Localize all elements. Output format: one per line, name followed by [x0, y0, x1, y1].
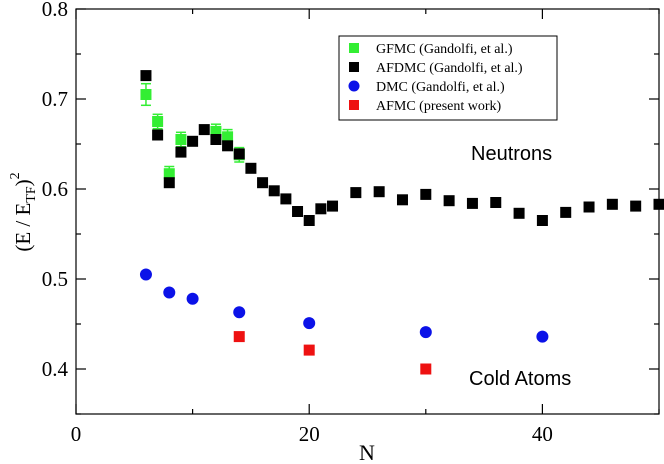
- series-3: [233, 331, 432, 375]
- data-point: [268, 185, 280, 197]
- series-2: [139, 268, 549, 343]
- data-point: [513, 207, 525, 219]
- data-point: [139, 268, 152, 281]
- data-point: [653, 198, 664, 210]
- data-point: [396, 194, 408, 206]
- data-point: [303, 317, 316, 330]
- y-tick-label: 0.6: [42, 177, 68, 201]
- legend: GFMC (Gandolfi, et al.) AFDMC (Gandolfi, …: [338, 35, 558, 121]
- x-axis-label: N: [359, 440, 375, 464]
- legend-label: DMC (Gandolfi, et al.): [376, 80, 505, 95]
- data-marks: [139, 70, 664, 375]
- y-label-close: ): [11, 179, 35, 186]
- data-point: [152, 116, 164, 127]
- data-point: [630, 200, 642, 212]
- plot-frame: [75, 8, 660, 415]
- data-point: [490, 197, 502, 208]
- data-point: [198, 124, 210, 136]
- data-point: [163, 168, 175, 180]
- x-tick-label: 0: [71, 422, 82, 446]
- x-tick-label: 40: [532, 422, 553, 446]
- legend-marker: [348, 80, 360, 92]
- data-point: [420, 188, 432, 200]
- data-point: [292, 206, 304, 217]
- y-label-open: (E / E: [11, 203, 35, 252]
- axes: 0 20 40 0.4 0.5 0.6 0.7 0.8: [42, 0, 660, 446]
- data-point: [140, 70, 152, 82]
- data-point: [560, 206, 572, 218]
- data-point: [233, 331, 245, 343]
- data-point: [187, 135, 199, 147]
- data-point: [583, 201, 595, 213]
- data-point: [315, 203, 327, 215]
- y-tick-label: 0.4: [42, 357, 69, 381]
- data-point: [420, 363, 432, 375]
- series-1: [140, 70, 664, 226]
- data-point: [163, 177, 175, 189]
- data-point: [536, 330, 549, 343]
- data-point: [175, 146, 187, 158]
- legend-label: AFDMC (Gandolfi, et al.): [376, 61, 523, 76]
- legend-box: [338, 35, 558, 121]
- y-tick-label: 0.8: [42, 0, 68, 21]
- data-point: [303, 344, 315, 356]
- y-axis-label: (E / ETF)2: [8, 172, 39, 251]
- data-point: [245, 162, 257, 174]
- data-point: [152, 129, 164, 141]
- data-point: [186, 292, 199, 305]
- data-point: [466, 197, 478, 209]
- legend-marker: [349, 100, 359, 110]
- data-point: [373, 186, 385, 198]
- data-point: [210, 134, 222, 145]
- data-point: [419, 326, 432, 339]
- annotation-cold-atoms: Cold Atoms: [469, 368, 571, 390]
- data-point: [210, 125, 222, 137]
- data-point: [222, 131, 234, 143]
- data-point: [140, 89, 152, 100]
- y-tick-label: 0.7: [42, 87, 68, 111]
- data-point: [280, 193, 292, 205]
- legend-label: GFMC (Gandolfi, et al.): [376, 42, 513, 57]
- data-point: [163, 286, 176, 299]
- data-point: [222, 140, 234, 152]
- data-point: [443, 195, 455, 207]
- data-point: [233, 306, 246, 319]
- annotation-neutrons: Neutrons: [471, 143, 552, 165]
- legend-marker: [349, 43, 359, 53]
- x-tick-label: 20: [299, 422, 320, 446]
- y-label-sub: TF: [24, 186, 39, 203]
- data-point: [175, 134, 187, 145]
- data-point: [303, 215, 315, 226]
- legend-marker: [349, 62, 359, 72]
- data-point: [350, 187, 362, 199]
- y-tick-label: 0.5: [42, 267, 68, 291]
- data-point: [536, 215, 548, 226]
- data-point: [233, 148, 245, 160]
- y-label-sup: 2: [8, 172, 23, 179]
- legend-label: AFMC (present work): [376, 99, 502, 114]
- data-point: [327, 200, 339, 212]
- data-point: [257, 177, 269, 189]
- data-point: [606, 198, 618, 210]
